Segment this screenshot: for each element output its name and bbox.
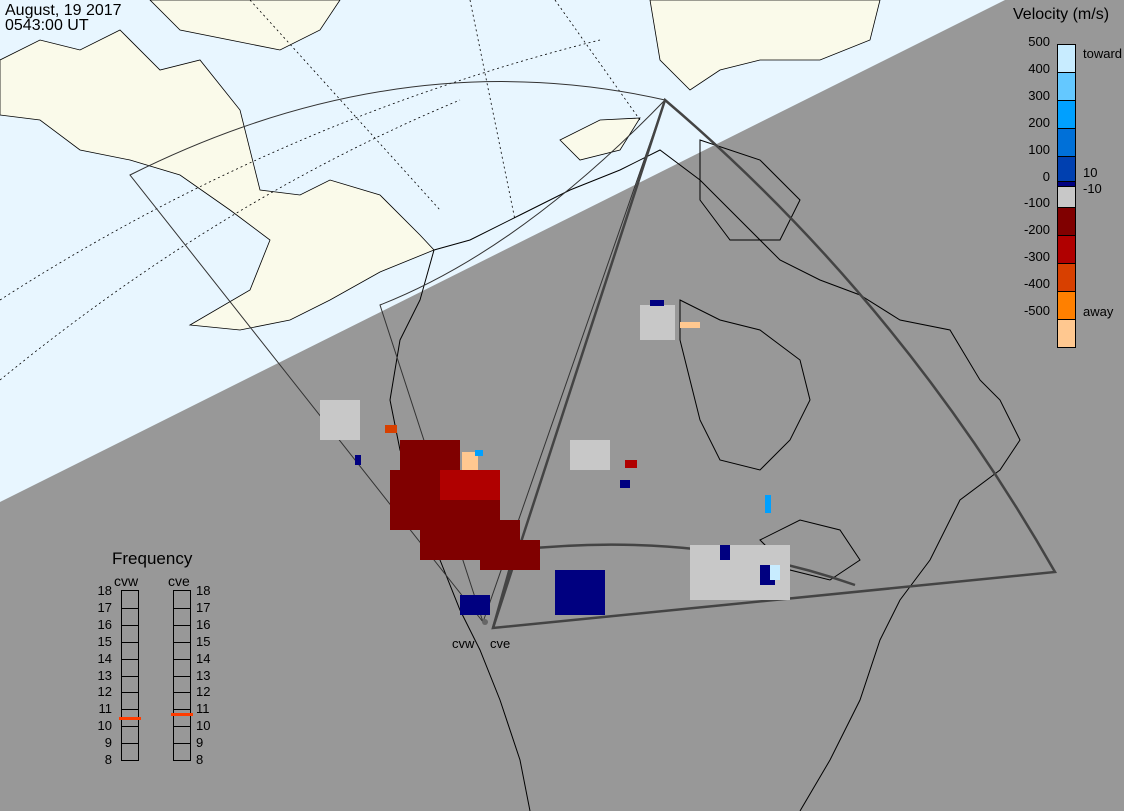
frequency-marker	[119, 716, 141, 720]
frequency-tick: 9	[104, 735, 112, 751]
legend-tick: 200	[1028, 114, 1050, 130]
scatter-cell	[555, 570, 605, 615]
frequency-title: Frequency	[112, 549, 193, 568]
color-bar-segment	[1058, 187, 1075, 208]
scatter-cell	[765, 495, 771, 513]
frequency-marker	[171, 713, 193, 717]
legend-tick: -200	[1023, 222, 1050, 238]
legend-tick: 100	[1028, 141, 1050, 157]
color-bar-segment	[1058, 236, 1075, 264]
toward-label: toward	[1083, 46, 1123, 61]
frequency-tick: 14	[97, 650, 112, 666]
color-bar-segment	[1058, 45, 1075, 73]
scatter-cell	[475, 450, 483, 456]
legend-tick: 300	[1028, 87, 1050, 103]
legend-tick: 400	[1028, 60, 1050, 76]
color-bar-segment	[1058, 129, 1075, 157]
date-label: August, 19 2017	[5, 2, 122, 19]
frequency-tick: 12	[97, 684, 112, 700]
frequency-scale-cvw	[119, 590, 141, 761]
scatter-cell	[620, 480, 630, 488]
fov-cvw	[129, 81, 666, 624]
color-bar-segment	[1058, 73, 1075, 101]
frequency-tick: 17	[97, 599, 112, 615]
frequency-tick: 12	[196, 684, 211, 700]
radar-label-cve: cve	[490, 636, 511, 651]
radar-site	[482, 619, 488, 625]
freq-radar-cve: cve	[168, 573, 190, 589]
legend-tick: -500	[1023, 303, 1050, 318]
scatter-cell	[770, 565, 780, 580]
color-bar-segment	[1058, 157, 1075, 182]
freq-radar-cvw: cvw	[114, 573, 139, 589]
frequency-tick: 10	[97, 718, 112, 734]
frequency-tick: 18	[196, 583, 211, 598]
threshold-neg: -10	[1083, 181, 1102, 196]
scatter-cell	[440, 470, 500, 500]
away-label: away	[1083, 304, 1114, 319]
scatter-cell	[320, 400, 360, 440]
frequency-tick: 10	[196, 718, 211, 734]
time-label: 0543:00 UT	[5, 17, 89, 34]
frequency-scale-cve	[171, 590, 193, 761]
radar-label-cvw: cvw	[452, 636, 475, 651]
scatter-cell	[625, 460, 637, 468]
frequency-tick: 13	[97, 667, 112, 683]
scatter-cell	[480, 540, 540, 570]
frequency-tick: 8	[196, 752, 204, 767]
frequency-tick: 14	[196, 650, 211, 666]
scatter-cell	[650, 300, 664, 306]
color-bar-segment	[1058, 292, 1075, 320]
frequency-tick: 11	[98, 701, 113, 717]
frequency-tick: 15	[97, 633, 112, 649]
frequency-tick: 8	[104, 752, 112, 767]
frequency-tick: 16	[196, 616, 211, 632]
scatter-cells	[320, 300, 790, 615]
color-bar	[1057, 44, 1076, 348]
legend-title: Velocity (m/s)	[1013, 6, 1110, 23]
scatter-cell	[640, 305, 675, 340]
legend-tick: -100	[1023, 195, 1050, 211]
scatter-cell	[680, 322, 700, 328]
legend-tick: -300	[1023, 249, 1050, 265]
color-bar-segment	[1058, 101, 1075, 129]
scatter-cell	[385, 425, 397, 433]
frequency-tick: 15	[196, 633, 211, 649]
scatter-cell	[462, 452, 478, 470]
scatter-cell	[570, 440, 610, 470]
frequency-tick: 13	[196, 667, 211, 683]
scatter-cell	[460, 595, 490, 615]
threshold-pos: 10	[1083, 165, 1098, 180]
color-bar-segment	[1058, 182, 1075, 187]
day-land	[0, 0, 881, 331]
scatter-cell	[355, 455, 361, 465]
fov-cve	[491, 97, 1058, 630]
legend-tick: 0	[1042, 168, 1050, 184]
frequency-tick: 11	[196, 701, 210, 717]
frequency-tick: 16	[97, 616, 112, 632]
graticule	[0, 0, 641, 381]
frequency-tick: 17	[196, 599, 211, 615]
scatter-cell	[720, 545, 730, 560]
daylight-region	[0, 0, 1005, 502]
color-bar-segment	[1058, 208, 1075, 236]
frequency-tick: 9	[196, 735, 204, 751]
legend-tick: -400	[1023, 276, 1050, 292]
color-bar-segment	[1058, 320, 1075, 347]
color-bar-segment	[1058, 264, 1075, 292]
frequency-tick: 18	[97, 583, 112, 598]
legend-tick: 500	[1028, 34, 1050, 49]
